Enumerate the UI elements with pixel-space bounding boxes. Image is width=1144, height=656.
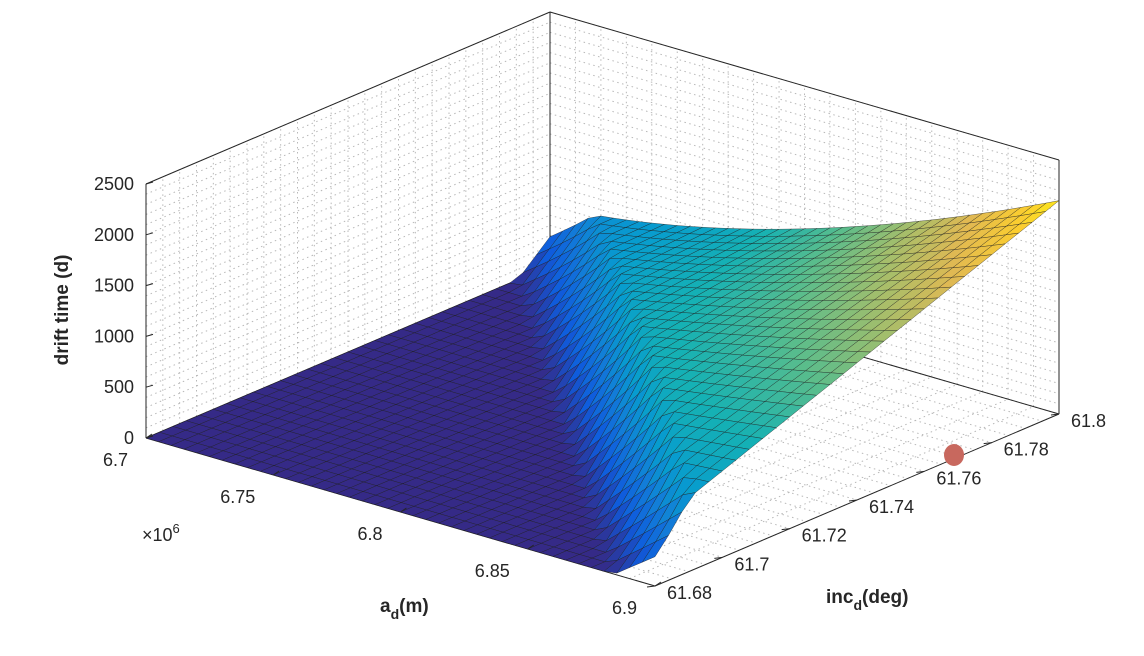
- z-tick-label: 1000: [94, 326, 134, 346]
- data-marker: [944, 444, 964, 466]
- box-edge: [549, 11, 1060, 161]
- grid-line: [549, 21, 1060, 171]
- grid-line: [145, 21, 551, 195]
- x-tick-mark: [527, 544, 535, 550]
- grid-line: [145, 204, 551, 378]
- grid-line: [145, 214, 551, 388]
- x-tick-label: 6.8: [357, 524, 382, 544]
- y-axis-label-sub: d: [853, 597, 862, 613]
- x-tick-label: 6.75: [220, 487, 255, 507]
- y-tick-mark: [983, 442, 992, 445]
- z-tick-label: 500: [104, 377, 134, 397]
- z-tick-label: 0: [124, 428, 134, 448]
- grid-line: [145, 123, 551, 297]
- grid-line: [145, 194, 551, 368]
- grid-line: [145, 113, 551, 287]
- z-tick-label: 2000: [94, 225, 134, 245]
- grid-line: [549, 52, 1060, 202]
- x-tick-label: 6.7: [103, 450, 128, 470]
- grid-line: [549, 31, 1060, 181]
- grid-line: [549, 41, 1060, 191]
- grid-line: [549, 72, 1060, 222]
- grid-line: [629, 406, 1034, 580]
- box-edge: [145, 11, 551, 185]
- grid-line: [549, 113, 1060, 263]
- grid-line: [145, 163, 551, 337]
- y-tick-label: 61.78: [1004, 440, 1049, 460]
- x-multiplier-exponent: 6: [173, 521, 180, 536]
- grid-line: [145, 62, 551, 236]
- grid-line: [145, 143, 551, 317]
- x-tick-mark: [400, 507, 407, 513]
- z-tick-mark: [145, 333, 154, 337]
- grid-line: [549, 92, 1060, 242]
- y-axis-label-unit: (deg): [862, 587, 908, 608]
- x-tick-label: 6.85: [475, 561, 510, 581]
- y-tick-mark: [781, 528, 790, 531]
- x-multiplier: ×106: [142, 521, 180, 545]
- z-tick-mark: [145, 384, 154, 388]
- grid-line: [145, 92, 551, 266]
- z-tick-label: 1500: [94, 276, 134, 296]
- x-tick-mark: [145, 433, 153, 439]
- grid-line: [145, 153, 551, 327]
- grid-line: [145, 174, 551, 348]
- x-tick-mark: [272, 470, 280, 476]
- x-axis-label: ad(m): [380, 596, 429, 622]
- x-multiplier-base: ×10: [142, 525, 173, 545]
- grid-line: [145, 31, 551, 205]
- y-tick-label: 61.8: [1071, 411, 1106, 431]
- y-tick-mark: [646, 585, 656, 588]
- tick-labels: 0 500 1000 1500 2000 2500 6.7 6.75 6.8 6.85 6.9 61.…: [94, 174, 1106, 618]
- y-tick-label: 61.7: [734, 554, 769, 574]
- y-tick-label: 61.76: [936, 468, 981, 488]
- grid-line: [145, 245, 551, 419]
- z-tick-mark: [145, 181, 154, 185]
- x-axis-label-unit: (m): [399, 596, 429, 617]
- grid-line: [549, 123, 1060, 273]
- grid-line: [145, 52, 551, 226]
- grid-line: [549, 62, 1060, 212]
- grid-line: [145, 42, 551, 215]
- y-tick-label: 61.68: [667, 583, 712, 603]
- grid-line: [145, 133, 551, 307]
- y-tick-mark: [916, 470, 925, 473]
- z-tick-mark: [145, 283, 154, 287]
- grid-line: [549, 133, 1060, 283]
- grid-line: [549, 102, 1060, 252]
- grid-line: [145, 102, 551, 276]
- grid-line: [603, 398, 1009, 572]
- y-tick-mark: [1050, 413, 1060, 416]
- x-tick-mark: [654, 581, 662, 587]
- y-tick-label: 61.74: [869, 497, 914, 517]
- grid-line: [549, 153, 1060, 303]
- y-tick-mark: [714, 556, 723, 559]
- grid-line: [549, 143, 1060, 293]
- z-axis-label: drift time (d): [52, 255, 73, 366]
- y-axis-label: incd(deg): [826, 587, 908, 613]
- grid-line: [145, 72, 551, 246]
- surface: [145, 200, 1060, 574]
- x-axis-label-main: a: [380, 596, 391, 617]
- grid-line: [553, 383, 958, 557]
- x-axis-label-sub: d: [391, 606, 400, 622]
- grid-line: [549, 82, 1060, 232]
- marker-layer: [944, 444, 964, 466]
- grid-line: [145, 235, 551, 408]
- grid-line: [145, 224, 551, 398]
- surface-patch: [641, 534, 669, 563]
- grid-line: [145, 82, 551, 256]
- grid-line: [145, 184, 551, 358]
- grid-line: [527, 376, 932, 550]
- y-axis-label-main: inc: [826, 587, 854, 608]
- x-tick-label: 6.9: [612, 598, 637, 618]
- z-tick-mark: [145, 232, 154, 236]
- grid-line: [145, 255, 551, 429]
- y-tick-mark: [848, 499, 858, 502]
- y-tick-label: 61.72: [802, 526, 847, 546]
- z-tick-label: 2500: [94, 174, 134, 194]
